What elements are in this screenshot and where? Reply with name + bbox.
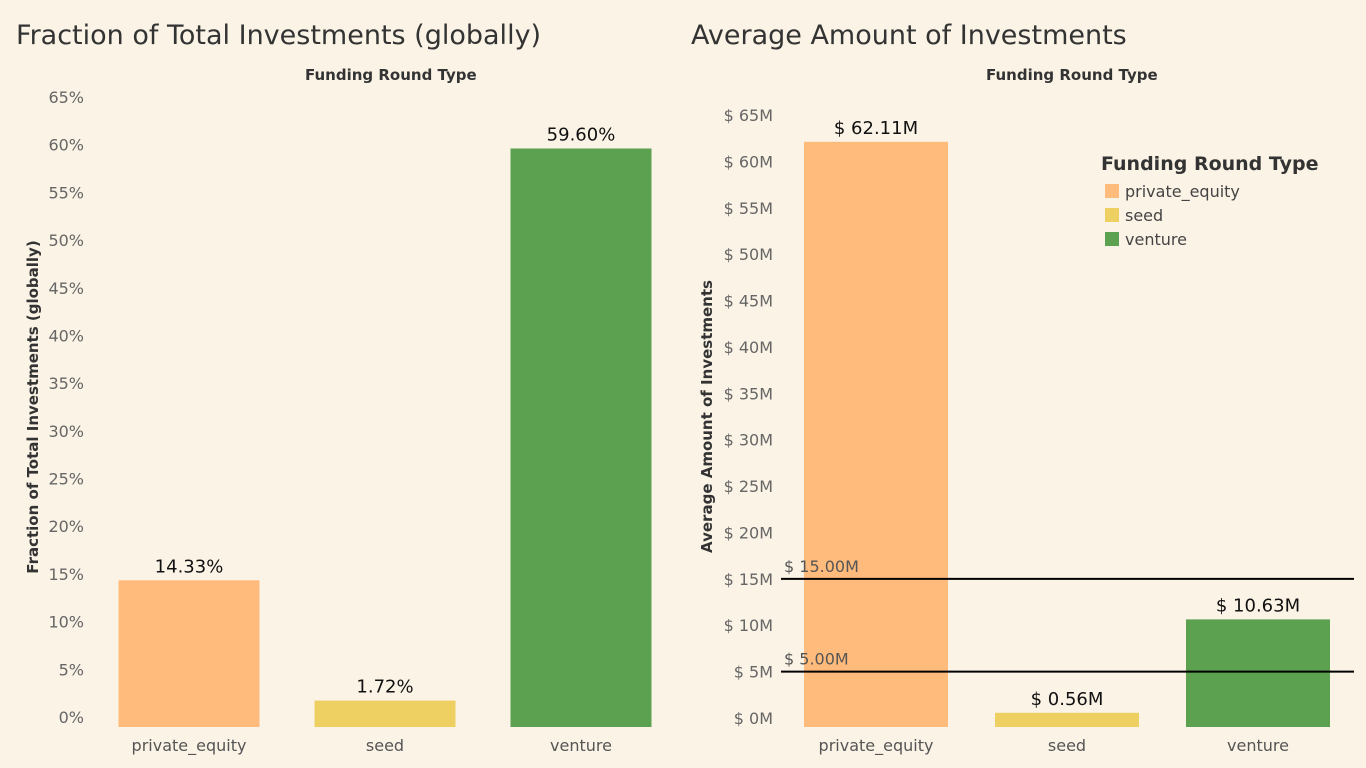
legend-label-seed: seed xyxy=(1125,205,1164,225)
left-chart-title: Fraction of Total Investments (globally) xyxy=(16,20,542,51)
left-y-tick-label: 30% xyxy=(48,422,84,441)
right-data-label-venture: $ 10.63M xyxy=(1216,595,1300,616)
left-y-tick-label: 15% xyxy=(48,565,84,584)
right-bar-private-equity[interactable] xyxy=(804,141,948,727)
right-y-tick-label: $ 60M xyxy=(724,152,773,171)
legend-label-venture: venture xyxy=(1125,229,1187,249)
right-bar-venture[interactable] xyxy=(1186,619,1330,727)
right-y-axis-title: Average Amount of Investments xyxy=(698,280,716,553)
legend-swatch-private-equity xyxy=(1105,184,1119,198)
legend-title: Funding Round Type xyxy=(1101,153,1319,175)
left-data-label-venture: 59.60% xyxy=(547,125,616,146)
right-y-tick-label: $ 0M xyxy=(734,709,773,728)
left-category-label-venture: venture xyxy=(550,736,612,755)
right-y-tick-label: $ 50M xyxy=(724,245,773,264)
left-category-label-seed: seed xyxy=(366,736,404,755)
right-y-tick-label: $ 20M xyxy=(724,523,773,542)
legend-item-private-equity[interactable]: private_equity xyxy=(1101,179,1318,203)
right-y-tick-label: $ 55M xyxy=(724,199,773,218)
left-y-tick-label: 40% xyxy=(48,326,84,345)
left-y-tick-label: 55% xyxy=(48,183,84,202)
legend-swatch-venture xyxy=(1105,232,1119,246)
right-y-tick-label: $ 10M xyxy=(724,616,773,635)
legend-label-private-equity: private_equity xyxy=(1125,181,1240,201)
left-y-tick-label: 60% xyxy=(48,136,84,155)
right-category-label-private-equity: private_equity xyxy=(819,736,934,756)
left-bar-private-equity[interactable] xyxy=(118,580,260,727)
right-y-tick-label: $ 15M xyxy=(724,570,773,589)
right-chart-title: Average Amount of Investments xyxy=(691,20,1127,51)
right-y-tick-label: $ 65M xyxy=(724,106,773,125)
left-bar-seed[interactable] xyxy=(314,700,456,727)
right-y-tick-label: $ 40M xyxy=(724,338,773,357)
right-category-label-seed: seed xyxy=(1048,736,1086,755)
left-y-tick-label: 50% xyxy=(48,231,84,250)
left-y-tick-label: 65% xyxy=(48,88,84,107)
right-y-tick-label: $ 30M xyxy=(724,431,773,450)
left-y-axis-title: Fraction of Total Investments (globally) xyxy=(24,240,42,573)
left-y-tick-label: 10% xyxy=(48,613,84,632)
left-y-tick-label: 5% xyxy=(59,660,84,679)
legend-swatch-seed xyxy=(1105,208,1119,222)
right-y-tick-label: $ 45M xyxy=(724,292,773,311)
right-data-label-private-equity: $ 62.11M xyxy=(834,118,918,139)
left-y-tick-label: 35% xyxy=(48,374,84,393)
left-bar-venture[interactable] xyxy=(510,148,652,727)
left-y-tick-label: 45% xyxy=(48,279,84,298)
right-y-tick-label: $ 25M xyxy=(724,477,773,496)
right-bar-seed[interactable] xyxy=(995,712,1139,727)
left-category-label-private-equity: private_equity xyxy=(132,736,247,756)
right-reference-line-label: $ 15.00M xyxy=(784,557,859,576)
legend: Funding Round Type private_equity seed v… xyxy=(1101,153,1318,251)
left-data-label-seed: 1.72% xyxy=(356,677,413,698)
right-data-label-seed: $ 0.56M xyxy=(1031,689,1104,710)
right-category-label-venture: venture xyxy=(1227,736,1289,755)
right-reference-line-label: $ 5.00M xyxy=(784,650,849,669)
left-chart: Fraction of Total Investments (globally)… xyxy=(24,88,652,756)
left-y-tick-label: 25% xyxy=(48,470,84,489)
left-chart-subheader: Funding Round Type xyxy=(305,66,477,84)
left-y-tick-label: 0% xyxy=(59,708,84,727)
right-y-tick-label: $ 35M xyxy=(724,384,773,403)
legend-item-seed[interactable]: seed xyxy=(1101,203,1318,227)
right-y-tick-label: $ 5M xyxy=(734,663,773,682)
left-data-label-private-equity: 14.33% xyxy=(155,556,224,577)
right-chart-subheader: Funding Round Type xyxy=(986,66,1158,84)
legend-item-venture[interactable]: venture xyxy=(1101,227,1318,251)
left-y-tick-label: 20% xyxy=(48,517,84,536)
